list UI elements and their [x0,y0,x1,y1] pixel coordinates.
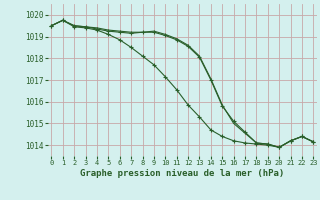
X-axis label: Graphe pression niveau de la mer (hPa): Graphe pression niveau de la mer (hPa) [80,169,284,178]
